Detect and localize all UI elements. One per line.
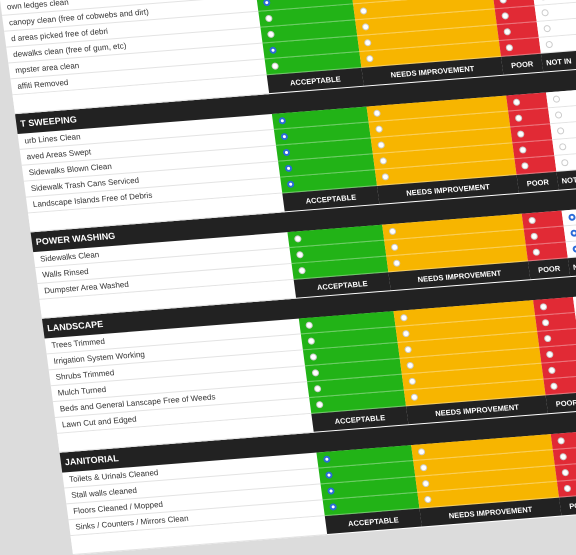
- rating-cell-poor[interactable]: [554, 462, 576, 482]
- rating-radio-needs_improvement[interactable]: [375, 125, 384, 133]
- rating-radio-acceptable[interactable]: [315, 400, 324, 409]
- rating-radio-not[interactable]: [552, 95, 561, 103]
- rating-radio-acceptable[interactable]: [305, 321, 314, 329]
- rating-radio-acceptable[interactable]: [293, 235, 302, 243]
- rating-radio-poor[interactable]: [528, 216, 537, 225]
- rating-radio-poor[interactable]: [545, 350, 554, 359]
- rating-radio-not[interactable]: [543, 24, 552, 33]
- rating-radio-poor[interactable]: [521, 162, 529, 170]
- rating-radio-not[interactable]: [554, 111, 563, 119]
- rating-radio-poor[interactable]: [559, 452, 568, 461]
- rating-radio-needs_improvement[interactable]: [417, 448, 426, 456]
- rating-radio-poor[interactable]: [541, 318, 550, 327]
- rating-radio-poor[interactable]: [543, 334, 552, 343]
- rating-radio-needs_improvement[interactable]: [390, 243, 399, 252]
- rating-radio-poor[interactable]: [499, 0, 508, 4]
- rating-radio-needs_improvement[interactable]: [404, 345, 413, 354]
- rating-radio-needs_improvement[interactable]: [373, 109, 381, 118]
- rating-radio-acceptable[interactable]: [313, 385, 322, 393]
- rating-radio-needs_improvement[interactable]: [410, 393, 419, 401]
- rating-radio-poor[interactable]: [505, 43, 514, 52]
- rating-radio-poor[interactable]: [514, 114, 523, 122]
- rating-radio-acceptable[interactable]: [278, 116, 287, 125]
- rating-radio-not[interactable]: [539, 0, 547, 1]
- rating-radio-acceptable[interactable]: [284, 164, 293, 173]
- rating-radio-poor[interactable]: [561, 468, 570, 477]
- rating-radio-poor[interactable]: [532, 248, 541, 256]
- column-label-poor: POOR: [516, 171, 559, 193]
- rating-radio-needs_improvement[interactable]: [392, 259, 401, 267]
- rating-radio-needs_improvement[interactable]: [359, 7, 368, 15]
- rating-radio-not[interactable]: [560, 158, 569, 167]
- rating-radio-not[interactable]: [541, 9, 550, 17]
- rating-radio-acceptable[interactable]: [271, 62, 280, 70]
- rating-radio-needs_improvement[interactable]: [423, 495, 432, 504]
- rating-radio-acceptable[interactable]: [298, 266, 306, 275]
- rating-radio-needs_improvement[interactable]: [402, 329, 410, 338]
- rating-radio-not[interactable]: [568, 213, 576, 222]
- rating-radio-poor[interactable]: [530, 232, 539, 241]
- rating-radio-acceptable[interactable]: [282, 148, 291, 157]
- rating-radio-acceptable[interactable]: [307, 337, 316, 345]
- column-label-poor: POOR: [545, 392, 576, 414]
- rating-radio-poor[interactable]: [547, 366, 556, 375]
- rating-radio-needs_improvement[interactable]: [419, 463, 428, 472]
- rating-radio-acceptable[interactable]: [322, 455, 331, 464]
- rating-radio-acceptable[interactable]: [296, 251, 304, 259]
- rating-radio-poor[interactable]: [516, 130, 525, 138]
- rating-radio-not[interactable]: [572, 245, 576, 253]
- rating-radio-needs_improvement[interactable]: [421, 479, 430, 488]
- rating-radio-acceptable[interactable]: [325, 471, 333, 479]
- rating-radio-poor[interactable]: [503, 28, 512, 36]
- rating-radio-acceptable[interactable]: [329, 503, 338, 511]
- rating-radio-poor[interactable]: [550, 382, 558, 390]
- rating-radio-needs_improvement[interactable]: [381, 173, 390, 181]
- rating-radio-needs_improvement[interactable]: [361, 23, 370, 31]
- rating-radio-acceptable[interactable]: [327, 487, 336, 495]
- rating-radio-acceptable[interactable]: [266, 30, 275, 39]
- rating-radio-acceptable[interactable]: [309, 353, 318, 361]
- rating-radio-not[interactable]: [556, 127, 565, 135]
- column-label-poor: POOR: [527, 258, 571, 280]
- rating-radio-acceptable[interactable]: [311, 369, 320, 377]
- column-label-poor: POOR: [559, 494, 576, 516]
- rating-radio-not[interactable]: [545, 40, 554, 49]
- rating-radio-needs_improvement[interactable]: [406, 361, 415, 370]
- rating-radio-not[interactable]: [570, 229, 576, 237]
- rating-radio-poor[interactable]: [518, 146, 527, 154]
- rating-radio-needs_improvement[interactable]: [399, 314, 408, 322]
- rating-radio-poor[interactable]: [501, 12, 510, 20]
- rating-radio-acceptable[interactable]: [262, 0, 271, 7]
- rating-radio-needs_improvement[interactable]: [365, 54, 374, 63]
- rating-radio-poor[interactable]: [539, 303, 548, 311]
- rating-radio-needs_improvement[interactable]: [377, 141, 386, 149]
- rating-radio-needs_improvement[interactable]: [408, 377, 417, 386]
- rating-radio-needs_improvement[interactable]: [388, 227, 397, 236]
- rating-cell-poor[interactable]: [552, 446, 576, 466]
- rating-radio-not[interactable]: [558, 143, 567, 151]
- rating-radio-acceptable[interactable]: [269, 46, 277, 54]
- rating-cell-poor[interactable]: [556, 478, 576, 498]
- rating-radio-poor[interactable]: [512, 98, 521, 107]
- rating-radio-poor[interactable]: [557, 437, 566, 445]
- rating-radio-acceptable[interactable]: [286, 180, 295, 189]
- rating-radio-needs_improvement[interactable]: [379, 157, 388, 165]
- rating-radio-needs_improvement[interactable]: [363, 39, 372, 47]
- rating-radio-acceptable[interactable]: [280, 132, 289, 141]
- column-label-poor: POOR: [501, 53, 544, 75]
- rating-radio-acceptable[interactable]: [264, 14, 273, 23]
- rating-radio-poor[interactable]: [563, 484, 572, 493]
- rating-cell-poor[interactable]: [550, 430, 576, 451]
